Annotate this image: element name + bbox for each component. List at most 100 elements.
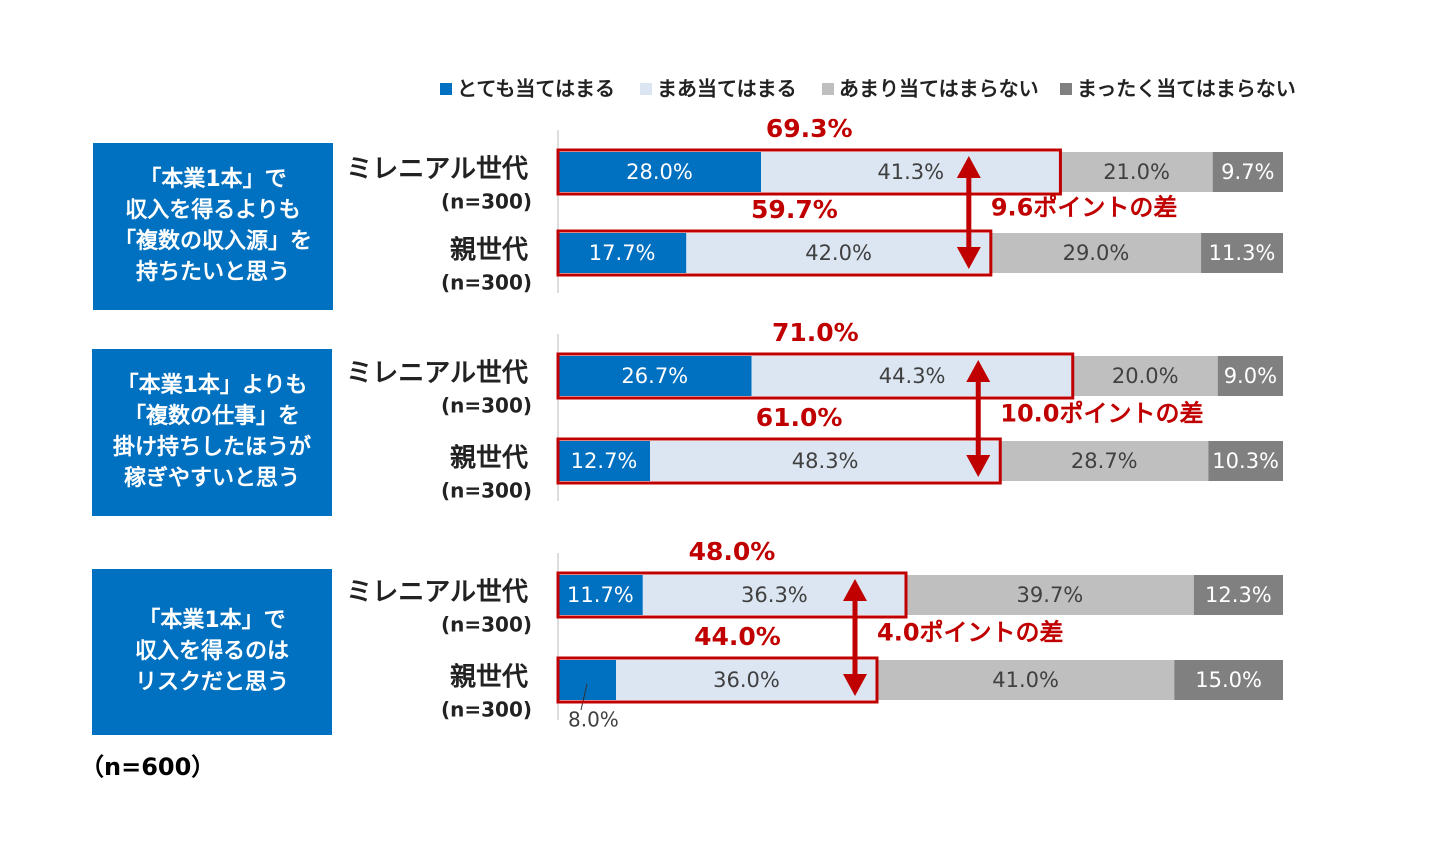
value-label: 26.7% bbox=[621, 364, 688, 388]
legend-label: あまり当てはまらない bbox=[839, 77, 1039, 101]
group-label: 持ちたいと思う bbox=[136, 260, 290, 285]
total-box bbox=[556, 571, 908, 619]
value-label: 29.0% bbox=[1063, 241, 1130, 265]
category-label: 親世代 bbox=[450, 236, 528, 266]
leader-line bbox=[580, 683, 588, 711]
value-label: 42.0% bbox=[805, 241, 872, 265]
total-box bbox=[556, 352, 1075, 400]
value-label: 36.3% bbox=[741, 583, 808, 607]
bar-segment bbox=[990, 233, 1202, 273]
bar-segment bbox=[558, 660, 616, 700]
arrow-head bbox=[966, 360, 991, 382]
group-label: 「本業1本」よりも bbox=[117, 373, 308, 398]
total-label: 71.0% bbox=[772, 318, 859, 347]
value-label: 48.3% bbox=[792, 449, 859, 473]
bar-segment bbox=[1217, 356, 1283, 396]
arrow-head bbox=[966, 455, 991, 477]
bar-segment bbox=[1193, 575, 1283, 615]
value-label: 28.7% bbox=[1071, 449, 1138, 473]
bar-segment bbox=[558, 233, 687, 273]
value-label: 41.3% bbox=[877, 160, 944, 184]
legend-swatch bbox=[822, 83, 834, 95]
bar-segment bbox=[906, 575, 1194, 615]
category-note: (n=300) bbox=[441, 190, 532, 214]
bar-segment bbox=[751, 356, 1073, 396]
value-label: 11.7% bbox=[567, 583, 634, 607]
total-box bbox=[556, 229, 993, 277]
category-label: 親世代 bbox=[450, 663, 528, 693]
difference-label: 9.6ポイントの差 bbox=[991, 194, 1178, 222]
total-box bbox=[556, 437, 1002, 485]
bar-segment bbox=[1072, 356, 1218, 396]
legend-swatch bbox=[440, 83, 452, 95]
group-label: 「複数の仕事」を bbox=[124, 403, 300, 429]
group-label: 「複数の収入源」を bbox=[114, 228, 312, 254]
category-label: ミレニアル世代 bbox=[346, 578, 528, 608]
bar-segment bbox=[1208, 441, 1283, 481]
bar-segment bbox=[558, 441, 651, 481]
group-label: 収入を得るのは bbox=[135, 638, 289, 664]
bar-segment bbox=[558, 356, 752, 396]
value-label: 9.0% bbox=[1224, 364, 1277, 388]
total-label: 59.7% bbox=[751, 195, 838, 224]
category-note: (n=300) bbox=[441, 394, 532, 418]
value-label: 15.0% bbox=[1195, 668, 1262, 692]
group-label: 稼ぎやすいと思う bbox=[124, 465, 300, 491]
value-label: 36.0% bbox=[713, 668, 780, 692]
category-note: (n=300) bbox=[441, 698, 532, 722]
difference-label: 4.0ポイントの差 bbox=[877, 619, 1064, 647]
bar-segment bbox=[686, 233, 991, 273]
value-label: 11.3% bbox=[1209, 241, 1276, 265]
value-label: 12.3% bbox=[1205, 583, 1272, 607]
bar-segment bbox=[558, 575, 643, 615]
bar-segment bbox=[616, 660, 877, 700]
category-note: (n=300) bbox=[441, 613, 532, 637]
legend-swatch bbox=[1060, 83, 1072, 95]
value-label: 21.0% bbox=[1103, 160, 1170, 184]
note: （n=600） bbox=[80, 753, 215, 781]
value-label: 9.7% bbox=[1221, 160, 1274, 184]
category-label: ミレニアル世代 bbox=[346, 359, 528, 389]
bar-segment bbox=[877, 660, 1175, 700]
category-label: 親世代 bbox=[450, 444, 528, 474]
group-box bbox=[92, 349, 332, 516]
value-label: 17.7% bbox=[589, 241, 656, 265]
legend-label: まったく当てはまらない bbox=[1077, 77, 1296, 101]
group-box bbox=[93, 143, 333, 310]
value-label: 39.7% bbox=[1017, 583, 1084, 607]
bar-segment bbox=[558, 152, 761, 192]
difference-label: 10.0ポイントの差 bbox=[1000, 400, 1203, 428]
value-label: 12.7% bbox=[571, 449, 638, 473]
bar-segment bbox=[650, 441, 1001, 481]
total-label: 48.0% bbox=[689, 537, 776, 566]
total-box bbox=[556, 656, 879, 704]
arrow-head bbox=[843, 674, 867, 696]
value-label: 44.3% bbox=[879, 364, 946, 388]
total-label: 61.0% bbox=[756, 403, 843, 432]
bar-segment bbox=[761, 152, 1061, 192]
bar-segment bbox=[1060, 152, 1213, 192]
group-box bbox=[92, 569, 332, 735]
total-label: 69.3% bbox=[766, 114, 853, 143]
arrow-head bbox=[843, 579, 867, 601]
value-label: 20.0% bbox=[1112, 364, 1179, 388]
total-label: 44.0% bbox=[694, 622, 781, 651]
bar-segment bbox=[1000, 441, 1209, 481]
value-label: 41.0% bbox=[992, 668, 1059, 692]
arrow-head bbox=[956, 247, 981, 269]
group-label: 「本業1本」で bbox=[138, 608, 285, 633]
group-label: 「本業1本」で bbox=[139, 167, 286, 192]
legend-label: とても当てはまる bbox=[457, 77, 615, 101]
total-box bbox=[556, 148, 1062, 196]
value-label: 10.3% bbox=[1212, 449, 1279, 473]
arrow-head bbox=[956, 156, 981, 178]
bar-segment bbox=[1174, 660, 1283, 700]
legend-label: まあ当てはまる bbox=[657, 77, 797, 101]
category-note: (n=300) bbox=[441, 479, 532, 503]
value-label: 8.0% bbox=[568, 708, 619, 732]
category-label: ミレニアル世代 bbox=[346, 155, 528, 185]
bar-segment bbox=[1212, 152, 1283, 192]
legend-swatch bbox=[640, 83, 652, 95]
